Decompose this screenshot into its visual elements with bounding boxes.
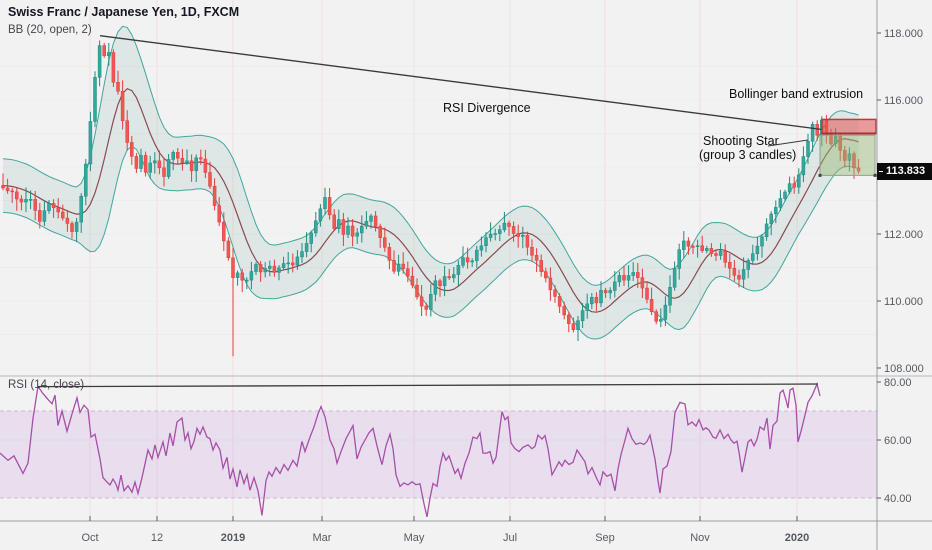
candlestick-series[interactable] [1, 40, 861, 357]
price-tick-label: 118.000 [884, 28, 923, 40]
annotation-rsi-divergence[interactable]: RSI Divergence [443, 101, 531, 115]
time-tick-label: Oct [81, 532, 98, 544]
drawing-anchor[interactable] [873, 173, 877, 177]
shooting-star-pointer [767, 139, 809, 147]
green-target-box[interactable] [819, 134, 876, 176]
rsi-tick-label: 80.00 [884, 377, 912, 389]
drawing-anchor[interactable] [818, 173, 822, 177]
red-extrusion-box[interactable] [821, 118, 877, 135]
time-tick-label: 2020 [785, 532, 809, 544]
extrusion-boxes[interactable] [818, 118, 877, 177]
time-tick-label: Sep [595, 532, 615, 544]
time-tick-label: Nov [690, 532, 710, 544]
rsi-tick-label: 40.00 [884, 493, 912, 505]
time-tick-label: May [404, 532, 425, 544]
price-tick-label: 112.000 [884, 229, 923, 241]
rsi-tick-label: 60.00 [884, 435, 912, 447]
indicator-label-bb[interactable]: BB (20, open, 2) [8, 24, 92, 36]
price-tick-label: 116.000 [884, 95, 923, 107]
symbol-title: Swiss Franc / Japanese Yen, 1D, FXCM [8, 5, 240, 19]
descending-trendline[interactable] [99, 35, 823, 131]
annotation-shooting-star-sub[interactable]: (group 3 candles) [699, 148, 797, 162]
price-tick-label: 110.000 [884, 296, 923, 308]
rsi-divergence-trendline[interactable] [37, 383, 819, 388]
time-tick-label: 2019 [221, 532, 245, 544]
rsi-line[interactable] [0, 381, 821, 518]
indicator-label-rsi[interactable]: RSI (14, close) [8, 379, 85, 391]
last-price-label: 113.833 [877, 163, 932, 180]
annotation-shooting-star[interactable]: Shooting Star [703, 134, 779, 148]
annotation-bb-extrusion[interactable]: Bollinger band extrusion [729, 87, 864, 101]
price-tick-label: 108.000 [884, 363, 924, 375]
time-tick-label: Mar [313, 532, 332, 544]
time-tick-label: 12 [151, 532, 163, 544]
last-price-tick [879, 171, 883, 172]
last-price-value: 113.833 [886, 165, 926, 178]
rsi-band [0, 410, 877, 499]
time-tick-label: Jul [503, 532, 517, 544]
